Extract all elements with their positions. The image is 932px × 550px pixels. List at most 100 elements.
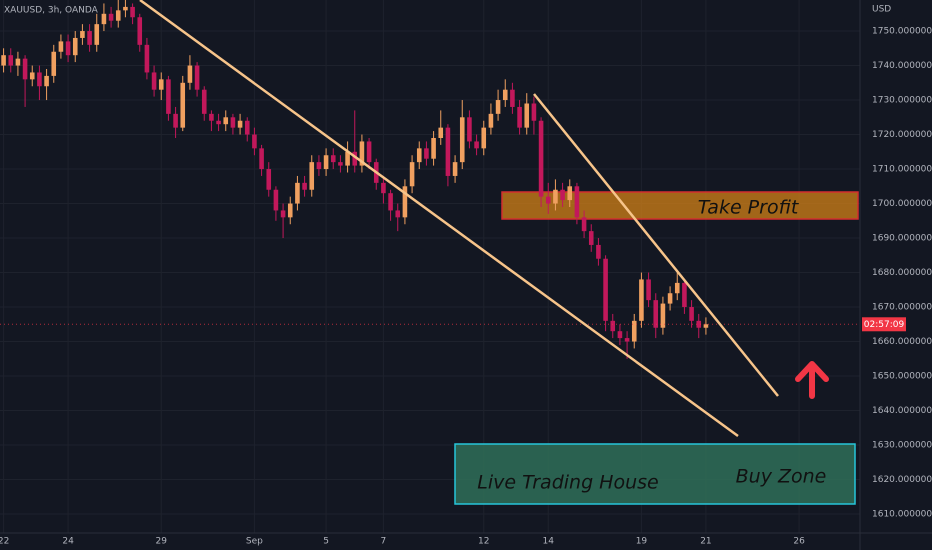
candle-body [560, 189, 565, 201]
candles [0, 0, 860, 359]
candle-body [610, 320, 616, 332]
candle-body [280, 210, 286, 218]
candle-body [1, 55, 6, 66]
candle-body [101, 13, 107, 25]
candle-body [395, 210, 401, 218]
y-tick-label: 1670.000000000 [872, 303, 932, 313]
y-tick-label: 1690.000000000 [872, 234, 932, 244]
house-label: Live Trading House [477, 472, 658, 494]
candle-body [603, 258, 608, 321]
countdown-label: 02:57:09 [864, 320, 905, 330]
candle-body [137, 17, 143, 45]
candle-body [667, 293, 673, 304]
candle-body [538, 120, 544, 197]
y-tick-label: 1740.000000000 [872, 61, 932, 71]
candle-body [366, 141, 372, 163]
x-tick-label: 29 [156, 537, 168, 547]
x-tick-label: Sep [246, 537, 263, 547]
trend-line [533, 93, 779, 397]
x-tick-label: 14 [543, 537, 555, 547]
y-tick-label: 1620.000000000 [872, 475, 932, 485]
y-tick-label: 1700.000000000 [872, 199, 932, 209]
candle-body [187, 65, 193, 83]
candle-body [108, 13, 114, 21]
candle-body [381, 182, 386, 194]
take-profit-label: Take Profit [698, 197, 800, 219]
candle-body [481, 127, 487, 149]
candle-body [624, 338, 630, 342]
candle-body [338, 162, 343, 166]
buy-zone-label: Buy Zone [736, 466, 827, 488]
y-tick-label: 1680.000000000 [872, 268, 932, 278]
candle-body [44, 75, 49, 87]
candle-body [510, 89, 515, 107]
candle-body [330, 155, 336, 163]
candle-body [445, 127, 451, 176]
y-tick-label: 1660.000000000 [872, 337, 932, 347]
candle-body [574, 186, 580, 218]
candle-body [302, 182, 307, 190]
candle-body [144, 44, 150, 73]
candle-body [424, 148, 429, 159]
candle-body [201, 89, 207, 114]
candle-body [123, 6, 128, 11]
candle-body [438, 127, 444, 138]
candle-body [230, 117, 236, 128]
y-tick-label: 1640.000000000 [872, 406, 932, 416]
grid [0, 0, 860, 533]
candle-body [359, 141, 365, 166]
candle-body [209, 113, 214, 121]
candle-body [87, 31, 92, 45]
candle-body [173, 113, 178, 128]
candle-body [682, 282, 687, 308]
candle-body [323, 155, 329, 170]
candle-body [502, 89, 508, 101]
candle-body [65, 41, 71, 56]
y-tick-label: 1630.000000000 [872, 441, 932, 451]
x-tick-label: 12 [478, 537, 489, 547]
candle-body [488, 113, 494, 128]
candle-body [259, 148, 264, 170]
y-tick-label: 1710.000000000 [872, 165, 932, 175]
axes: 1610.000000000 1620.000000000 1630.0000000… [0, 27, 932, 547]
y-tick-label: 1610.000000000 [872, 510, 932, 520]
candle-body [517, 106, 522, 128]
up-arrow [795, 361, 829, 399]
candle-body [295, 182, 300, 204]
candle-body [80, 31, 85, 38]
trend-line [139, 0, 739, 438]
candle-body [216, 120, 221, 125]
candle-body [524, 103, 530, 128]
candle-body [545, 196, 551, 204]
candle-body [130, 6, 135, 18]
candle-body [237, 120, 243, 128]
candle-body [273, 189, 279, 211]
currency-label: USD [872, 5, 891, 15]
candle-body [51, 51, 57, 76]
x-tick-label: 24 [62, 537, 74, 547]
candle-body [696, 320, 702, 328]
candle-body [689, 307, 694, 321]
candle-body [180, 82, 186, 128]
candle-body [581, 217, 587, 232]
candle-body [459, 117, 465, 163]
candle-body [266, 169, 272, 190]
candle-body [703, 324, 709, 328]
candle-body [531, 103, 537, 121]
y-tick-label: 1650.000000000 [872, 372, 932, 382]
countdown-box [862, 317, 906, 332]
candle-body [115, 10, 121, 21]
candle-body [409, 162, 415, 187]
y-tick-label: 1750.000000000 [872, 27, 932, 37]
buy-zone [454, 443, 856, 505]
candle-body [244, 120, 250, 135]
x-tick-label: 21 [700, 537, 711, 547]
candle-body [22, 58, 28, 80]
x-tick-label: 22 [0, 537, 9, 547]
candle-body [8, 55, 14, 66]
y-tick-label: 1720.000000000 [872, 130, 932, 140]
candle-body [166, 79, 171, 114]
candle-body [151, 72, 157, 90]
candle-body [495, 100, 501, 114]
